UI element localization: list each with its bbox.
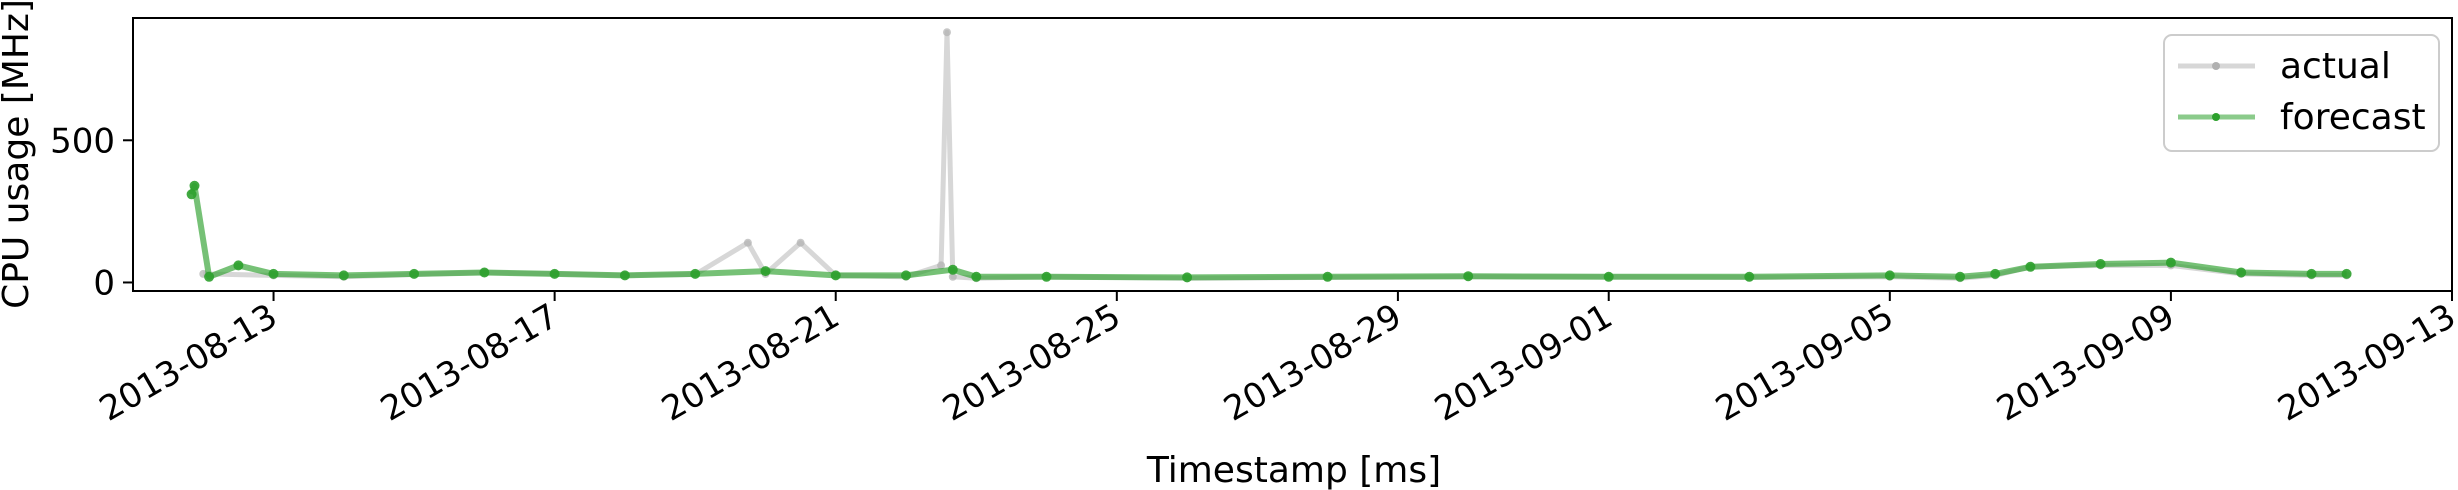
data-point-forecast bbox=[479, 267, 490, 278]
data-point-forecast bbox=[830, 270, 841, 281]
data-point-forecast bbox=[2025, 261, 2036, 272]
x-tick-label: 2013-09-13 bbox=[2271, 296, 2458, 429]
series-actual bbox=[199, 28, 2351, 283]
data-point-forecast bbox=[619, 270, 630, 281]
data-point-forecast bbox=[1990, 268, 2001, 279]
data-point-forecast bbox=[690, 268, 701, 279]
series-line-forecast bbox=[188, 182, 2347, 281]
data-point-actual bbox=[743, 238, 752, 247]
data-point-forecast bbox=[2095, 259, 2106, 269]
x-tick-label: 2013-09-05 bbox=[1709, 296, 1900, 429]
legend-marker-actual bbox=[2212, 62, 2220, 70]
data-point-forecast bbox=[2306, 268, 2317, 279]
data-point-forecast bbox=[760, 266, 771, 277]
x-tick-label: 2013-08-17 bbox=[374, 296, 565, 429]
y-tick-label: 0 bbox=[93, 263, 115, 303]
data-point-forecast bbox=[268, 268, 279, 279]
data-point-forecast bbox=[1041, 271, 1052, 282]
data-point-forecast bbox=[2165, 257, 2176, 268]
x-axis-label: Timestamp [ms] bbox=[1146, 450, 1441, 490]
data-point-actual bbox=[943, 28, 951, 37]
data-point-forecast bbox=[338, 270, 349, 281]
series-layer bbox=[186, 28, 2352, 283]
data-point-forecast bbox=[549, 268, 560, 279]
x-tick-label: 2013-08-13 bbox=[93, 296, 284, 429]
data-point-forecast bbox=[901, 270, 911, 281]
y-tick-label: 500 bbox=[50, 121, 115, 161]
data-point-forecast bbox=[1955, 271, 1966, 282]
data-point-forecast bbox=[186, 189, 197, 200]
data-point-actual bbox=[796, 238, 805, 247]
data-point-forecast bbox=[1182, 272, 1193, 283]
data-point-forecast bbox=[1603, 271, 1614, 282]
legend: actual forecast bbox=[2163, 34, 2440, 152]
data-point-forecast bbox=[947, 264, 958, 275]
data-point-forecast bbox=[189, 180, 200, 191]
data-point-forecast bbox=[2341, 268, 2352, 279]
x-tick-label: 2013-08-25 bbox=[936, 296, 1127, 429]
data-point-actual bbox=[937, 261, 946, 270]
data-point-forecast bbox=[2236, 267, 2247, 278]
data-point-forecast bbox=[204, 271, 215, 282]
series-forecast bbox=[186, 180, 2352, 283]
data-point-forecast bbox=[409, 268, 420, 279]
data-point-forecast bbox=[1884, 270, 1895, 281]
y-axis-label: CPU usage [MHz] bbox=[0, 0, 37, 309]
series-line-actual bbox=[203, 29, 2347, 281]
y-axis: 0 500 bbox=[50, 121, 133, 303]
data-point-forecast bbox=[971, 271, 982, 282]
x-tick-label: 2013-09-09 bbox=[1990, 296, 2181, 429]
x-tick-label: 2013-08-21 bbox=[655, 296, 846, 429]
x-tick-label: 2013-09-01 bbox=[1428, 296, 1619, 429]
data-point-forecast bbox=[1744, 271, 1755, 282]
legend-label-actual: actual bbox=[2280, 46, 2391, 87]
x-tick-label: 2013-08-29 bbox=[1217, 296, 1408, 429]
plot-frame bbox=[132, 17, 2453, 292]
data-point-forecast bbox=[1322, 271, 1333, 282]
legend-marker-forecast bbox=[2212, 113, 2220, 121]
legend-label-forecast: forecast bbox=[2280, 97, 2426, 138]
x-axis: 2013-08-13 2013-08-17 2013-08-21 2013-08-25… bbox=[93, 291, 2458, 430]
data-point-actual bbox=[948, 272, 957, 281]
data-point-forecast bbox=[1463, 271, 1474, 282]
data-point-forecast bbox=[233, 260, 244, 271]
